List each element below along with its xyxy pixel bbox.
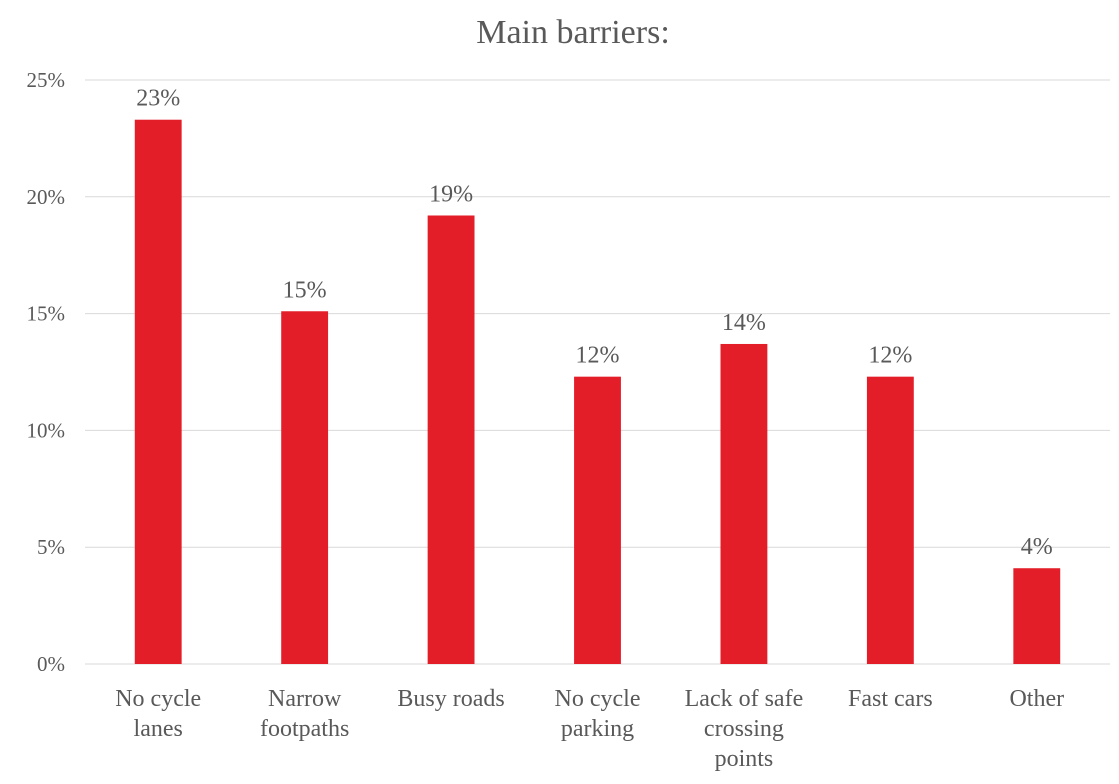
bar xyxy=(866,376,914,664)
y-axis-ticks: 0% 5% 10% 15% 20% 25% xyxy=(27,68,66,676)
data-label: 4% xyxy=(1021,534,1053,560)
x-axis-categories: No cycle lanes Narrow footpaths Busy roads No… xyxy=(115,686,1064,772)
x-tick-label: Other xyxy=(1009,686,1064,712)
bar xyxy=(134,119,182,665)
x-tick-label-line: Narrow xyxy=(268,686,342,712)
x-tick-label-line: Lack of safe xyxy=(685,686,804,712)
x-tick-label-line: points xyxy=(715,746,774,772)
data-label: 12% xyxy=(576,343,620,369)
x-tick-label: No cycle parking xyxy=(555,686,641,742)
data-label: 23% xyxy=(136,86,180,112)
y-tick-label: 5% xyxy=(37,535,65,559)
x-tick-label-line: footpaths xyxy=(260,716,349,742)
bar xyxy=(281,311,329,664)
x-tick-label: Fast cars xyxy=(848,686,933,712)
data-labels: 23% 15% 19% 12% 14% 12% 4% xyxy=(136,86,1053,561)
x-tick-label: No cycle lanes xyxy=(115,686,201,742)
x-tick-label-line: Busy roads xyxy=(397,686,504,712)
x-tick-label-line: lanes xyxy=(134,716,183,742)
x-tick-label: Narrow footpaths xyxy=(260,686,349,742)
x-tick-label-line: No cycle xyxy=(555,686,641,712)
data-label: 15% xyxy=(283,277,327,303)
x-tick-label-line: crossing xyxy=(704,716,784,742)
y-tick-label: 15% xyxy=(27,302,66,326)
x-tick-label: Busy roads xyxy=(397,686,504,712)
x-tick-label: Lack of safe crossing points xyxy=(685,686,804,772)
bar xyxy=(427,215,475,664)
bars xyxy=(134,119,1061,665)
chart-title: Main barriers: xyxy=(476,14,670,51)
x-tick-label-line: No cycle xyxy=(115,686,201,712)
data-label: 14% xyxy=(722,310,766,336)
bar xyxy=(574,376,621,664)
bar xyxy=(1013,568,1061,664)
x-tick-label-line: Fast cars xyxy=(848,686,933,712)
y-tick-label: 0% xyxy=(37,652,65,676)
y-tick-label: 10% xyxy=(27,418,66,442)
y-tick-label: 20% xyxy=(27,185,66,209)
bar xyxy=(720,343,768,664)
y-tick-label: 25% xyxy=(27,68,66,92)
x-tick-label-line: parking xyxy=(561,716,634,742)
data-label: 19% xyxy=(429,181,473,207)
x-tick-label-line: Other xyxy=(1009,686,1064,712)
data-label: 12% xyxy=(868,343,912,369)
